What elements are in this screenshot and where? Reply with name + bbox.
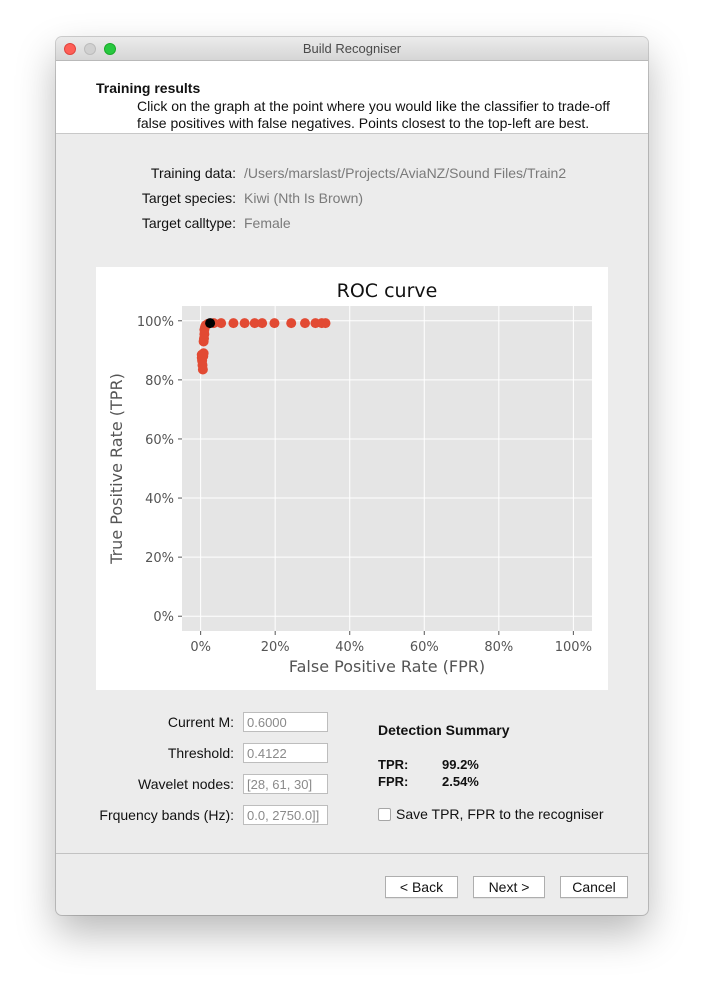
roc-point[interactable] <box>257 318 268 329</box>
save-tpr-fpr-checkbox[interactable] <box>378 808 391 821</box>
current-m-label: Current M: <box>167 714 234 730</box>
zoom-window-button[interactable] <box>104 43 116 55</box>
wavelet-nodes-label: Wavelet nodes: <box>138 776 234 792</box>
current-m-input[interactable] <box>243 712 328 732</box>
roc-point[interactable] <box>320 318 331 329</box>
fpr-label: FPR: <box>378 774 409 789</box>
build-recogniser-window: Build Recogniser Training results Click … <box>56 37 648 915</box>
close-window-button[interactable] <box>64 43 76 55</box>
detection-summary-title: Detection Summary <box>378 722 510 738</box>
plot-area[interactable] <box>182 306 592 631</box>
x-tick-label: 40% <box>335 640 364 655</box>
back-button[interactable]: < Back <box>385 876 458 898</box>
x-tick-label: 80% <box>484 640 513 655</box>
x-tick-label: 60% <box>410 640 439 655</box>
y-tick-label: 100% <box>137 315 174 330</box>
chart-title: ROC curve <box>337 280 438 302</box>
save-tpr-fpr-label[interactable]: Save TPR, FPR to the recogniser <box>396 806 604 822</box>
y-axis-label: True Positive Rate (TPR) <box>107 373 126 565</box>
selected-roc-point[interactable] <box>205 318 216 329</box>
y-tick-label: 60% <box>145 433 174 448</box>
training-data-label: Training data: <box>150 165 236 181</box>
roc-point[interactable] <box>228 318 239 329</box>
threshold-label: Threshold: <box>167 745 234 761</box>
tpr-value: 99.2% <box>442 757 479 772</box>
x-axis-label: False Positive Rate (FPR) <box>289 657 485 676</box>
y-tick-label: 0% <box>153 610 174 625</box>
title-bar: Build Recogniser <box>56 37 648 61</box>
roc-point[interactable] <box>239 318 250 329</box>
next-button[interactable]: Next > <box>473 876 545 898</box>
grid-lines <box>182 306 592 631</box>
y-tick-label: 20% <box>145 551 174 566</box>
y-tick-label: 80% <box>145 374 174 389</box>
footer-divider <box>56 853 648 854</box>
tpr-label: TPR: <box>378 757 409 772</box>
threshold-input[interactable] <box>243 743 328 763</box>
roc-plot-panel[interactable]: 0% 0% 20% 20% 40% 40% 60% 60% 80% 80% 100% 100% ROC… <box>96 267 608 690</box>
page-title: Training results <box>96 80 201 96</box>
x-tick-label: 100% <box>555 640 592 655</box>
roc-point[interactable] <box>198 348 209 359</box>
roc-point[interactable] <box>249 318 260 329</box>
training-data-value: /Users/marslast/Projects/AviaNZ/Sound Fi… <box>244 165 567 181</box>
x-tick-label: 0% <box>190 640 211 655</box>
roc-point[interactable] <box>269 318 280 329</box>
roc-point[interactable] <box>197 364 208 375</box>
wavelet-nodes-input[interactable] <box>243 774 328 794</box>
target-species-value: Kiwi (Nth Is Brown) <box>244 190 364 206</box>
roc-chart[interactable]: 0% 0% 20% 20% 40% 40% 60% 60% 80% 80% 100% 100% ROC… <box>96 267 608 690</box>
minimize-window-button[interactable] <box>84 43 96 55</box>
page-description: Click on the graph at the point where yo… <box>137 98 610 131</box>
target-species-label: Target species: <box>141 190 236 206</box>
target-calltype-label: Target calltype: <box>141 215 236 231</box>
cancel-button[interactable]: Cancel <box>560 876 628 898</box>
y-tick-label: 40% <box>145 492 174 507</box>
frequency-bands-label: Frquency bands (Hz): <box>99 807 234 823</box>
roc-point[interactable] <box>216 318 227 329</box>
roc-point[interactable] <box>300 318 310 329</box>
frequency-bands-input[interactable] <box>243 805 328 825</box>
window-title: Build Recogniser <box>302 41 402 56</box>
wizard-header: Training results Click on the graph at t… <box>56 61 648 134</box>
x-tick-label: 20% <box>261 640 290 655</box>
roc-point[interactable] <box>286 318 297 329</box>
fpr-value: 2.54% <box>442 774 479 789</box>
target-calltype-value: Female <box>244 215 291 231</box>
